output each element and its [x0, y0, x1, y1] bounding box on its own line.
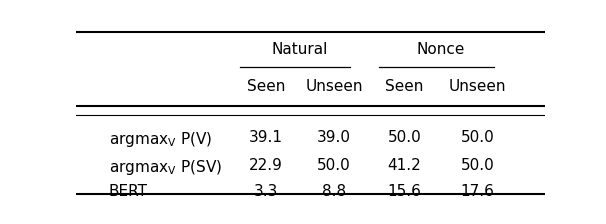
Text: 39.1: 39.1	[249, 130, 283, 145]
Text: Unseen: Unseen	[448, 79, 506, 94]
Text: 50.0: 50.0	[388, 130, 421, 145]
Text: 39.0: 39.0	[317, 130, 351, 145]
Text: argmax$_\mathregular{V}$ P(V): argmax$_\mathregular{V}$ P(V)	[108, 130, 212, 149]
Text: 3.3: 3.3	[254, 184, 278, 199]
Text: 17.6: 17.6	[461, 184, 494, 199]
Text: Seen: Seen	[385, 79, 424, 94]
Text: 15.6: 15.6	[388, 184, 421, 199]
Text: Natural: Natural	[272, 42, 328, 57]
Text: 22.9: 22.9	[249, 158, 283, 173]
Text: 50.0: 50.0	[461, 158, 494, 173]
Text: 41.2: 41.2	[388, 158, 421, 173]
Text: BERT: BERT	[108, 184, 148, 199]
Text: Seen: Seen	[247, 79, 285, 94]
Text: Unseen: Unseen	[305, 79, 363, 94]
Text: 50.0: 50.0	[317, 158, 351, 173]
Text: argmax$_\mathregular{V}$ P(SV): argmax$_\mathregular{V}$ P(SV)	[108, 158, 222, 177]
Text: Nonce: Nonce	[417, 42, 465, 57]
Text: 8.8: 8.8	[322, 184, 346, 199]
Text: 50.0: 50.0	[461, 130, 494, 145]
